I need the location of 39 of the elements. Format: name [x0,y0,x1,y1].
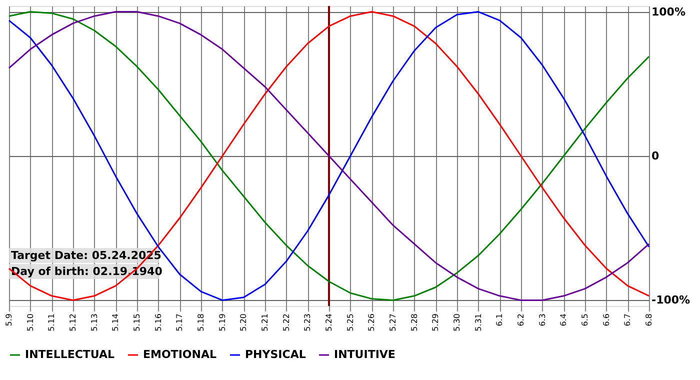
x-tick-label: 5.20 [239,314,248,332]
x-tick-label: 5.29 [431,314,440,332]
x-tick-label: 5.21 [260,314,270,332]
legend-label: PHYSICAL [245,348,306,361]
x-tick-label: 5.30 [452,314,462,332]
legend-label: EMOTIONAL [143,348,216,361]
x-tick-label: 5.31 [474,314,483,332]
x-tick-label: 5.28 [410,314,419,332]
legend-label: INTUITIVE [334,348,396,361]
y-tick-label: 0 [652,150,660,162]
x-tick-label: 5.17 [175,314,184,332]
x-tick-label: 5.26 [367,314,376,332]
x-tick-label: 6.8 [644,314,654,326]
x-tick-label: 5.25 [346,314,355,332]
x-tick-label: 5.22 [282,314,291,332]
x-tick-label: 6.6 [602,314,611,326]
x-tick-label: 6.2 [516,314,526,326]
x-tick-label: 5.27 [388,314,398,332]
x-tick-label: 6.4 [559,314,568,326]
y-tick-label: -100% [652,294,690,307]
x-tick-label: 5.23 [303,314,312,332]
x-tick-label: 6.1 [495,314,504,326]
x-tick-label: 5.13 [90,314,99,332]
x-tick-label: 5.12 [68,314,78,332]
x-tick-label: 5.10 [26,314,35,332]
x-tick-label: 6.7 [623,314,632,326]
line-series [8,11,650,301]
x-tick-label: 5.11 [47,314,56,332]
legend-label: INTELLECTUAL [25,348,115,361]
x-tick-label: 5.16 [154,314,163,332]
y-tick-label: 100% [652,5,686,18]
x-tick-label: 5.9 [4,314,14,326]
x-tick-label: 5.18 [196,314,206,332]
x-tick-label: 5.15 [132,314,142,332]
x-tick-label: 5.14 [111,314,120,332]
x-tick-label: 5.19 [218,314,227,332]
x-tick-label: 6.3 [538,314,547,326]
x-tick-label: 6.5 [580,314,590,326]
x-tick-label: 5.24 [324,314,334,332]
